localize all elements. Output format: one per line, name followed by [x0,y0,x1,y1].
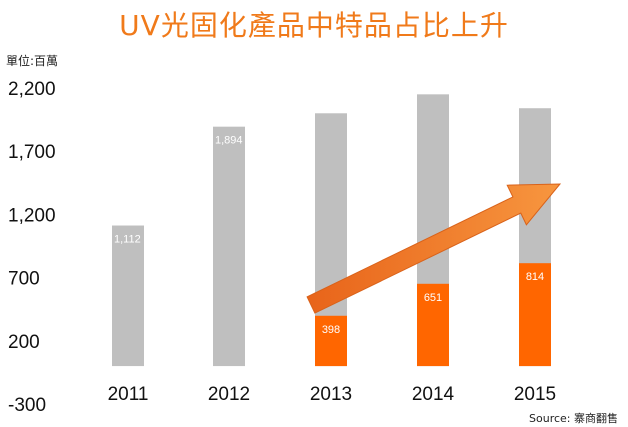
data-label-2015: 814 [526,271,544,283]
y-tick-label: 1,200 [8,205,56,226]
x-tick-label-2014: 2014 [412,384,455,405]
chart-title: UV光固化產品中特品占比上升 [119,9,509,42]
y-axis-unit-label: 單位:百萬 [6,54,59,68]
bar-specialty-2015 [519,263,551,367]
y-tick-label: 700 [8,269,40,290]
y-tick-label: 2,200 [8,79,56,100]
data-label-2013: 398 [322,324,340,336]
data-label-2014: 651 [424,292,442,304]
x-tick-label-2012: 2012 [208,384,250,405]
x-tick-label-2013: 2013 [310,384,352,405]
bar-specialty-2014 [417,283,449,367]
y-tick-label: -300 [8,395,46,416]
source-note: Source: 寨商翻售 [529,412,618,425]
data-label-2011: 1,112 [114,234,141,246]
bar-total-2012 [213,126,245,367]
bar-specialty-2013 [315,315,347,367]
x-tick-label-2011: 2011 [108,384,149,405]
x-tick-label-2015: 2015 [514,384,556,405]
y-tick-label: 200 [8,332,40,353]
trend-arrow [306,183,562,314]
data-label-2012: 1,894 [215,135,243,147]
y-tick-label: 1,700 [8,142,56,163]
bar-total-2011 [112,225,144,367]
